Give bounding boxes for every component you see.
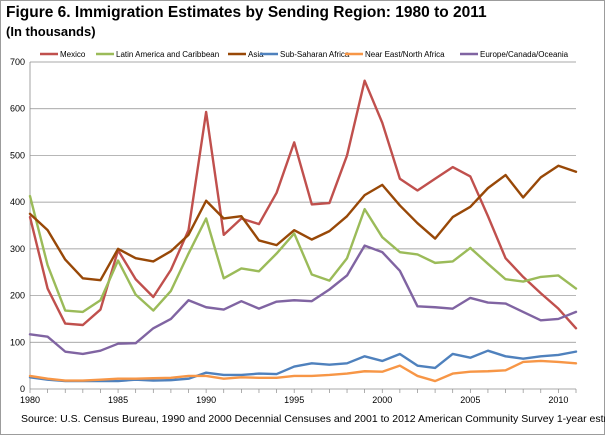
x-tick-label-2010: 2010 xyxy=(548,395,568,405)
x-tick-label-1995: 1995 xyxy=(284,395,304,405)
legend-label-sub-saharan-africa: Sub-Saharan Africa xyxy=(280,50,350,59)
legend-label-near-east-north-africa: Near East/North Africa xyxy=(365,50,445,59)
axes xyxy=(29,62,577,393)
y-tick-label-200: 200 xyxy=(10,291,25,301)
series-line-near-east-north-africa xyxy=(28,359,578,383)
legend-label-latin-america-and-caribbean: Latin America and Caribbean xyxy=(116,50,219,59)
x-tick-label-1980: 1980 xyxy=(20,395,40,405)
series-line-asia xyxy=(28,164,578,282)
x-tick-label-2000: 2000 xyxy=(372,395,392,405)
x-tick-labels: 1980 1985 1990 1995 2000 2005 2010 xyxy=(20,395,568,405)
legend: Mexico Latin America and Caribbean Asia Sub… xyxy=(40,50,569,59)
series-lines xyxy=(28,79,578,383)
y-tick-labels: 0 100 200 300 400 500 600 700 xyxy=(10,57,25,394)
chart-subtitle: (In thousands) xyxy=(6,24,96,39)
y-tick-label-600: 600 xyxy=(10,104,25,114)
series-line-latin-america-and-caribbean xyxy=(28,194,578,314)
y-tick-label-0: 0 xyxy=(20,384,25,394)
series-line-europe-canada-oceania xyxy=(28,244,578,356)
source-note: Source: U.S. Census Bureau, 1990 and 200… xyxy=(21,413,605,425)
chart-title: Figure 6. Immigration Estimates by Sendi… xyxy=(6,4,487,21)
y-tick-label-400: 400 xyxy=(10,197,25,207)
legend-label-mexico: Mexico xyxy=(60,50,86,59)
legend-label-asia: Asia xyxy=(248,50,264,59)
x-tick-label-2005: 2005 xyxy=(460,395,480,405)
series-line-mexico xyxy=(28,79,578,330)
series-line-sub-saharan-africa xyxy=(28,349,578,383)
x-tick-label-1990: 1990 xyxy=(196,395,216,405)
y-tick-label-100: 100 xyxy=(10,337,25,347)
x-tick-label-1985: 1985 xyxy=(108,395,128,405)
legend-label-europe-canada-oceania: Europe/Canada/Oceania xyxy=(480,50,569,59)
y-tick-label-500: 500 xyxy=(10,150,25,160)
y-tick-label-300: 300 xyxy=(10,244,25,254)
y-tick-label-700: 700 xyxy=(10,57,25,67)
gridlines xyxy=(30,61,576,343)
